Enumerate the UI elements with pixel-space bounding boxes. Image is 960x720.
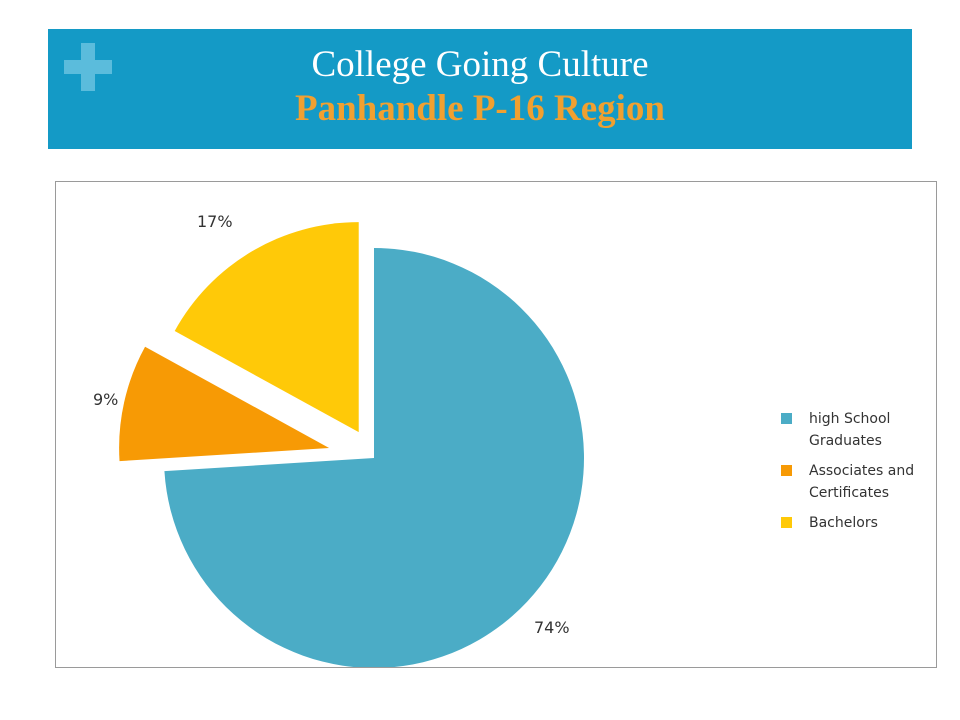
data-label-high-school: 74% — [534, 618, 570, 637]
pie-chart — [119, 222, 584, 667]
title-banner: College Going Culture Panhandle P-16 Reg… — [48, 29, 912, 149]
legend-swatch — [781, 465, 792, 476]
legend-label: Associates and Certificates — [809, 463, 915, 501]
pie-slice-high-school — [164, 248, 584, 667]
legend-swatch — [781, 517, 792, 528]
pie-slice-bachelors — [174, 222, 359, 433]
legend-label: Bachelors — [809, 515, 878, 531]
chart-area: 74% 9% 17% high School Graduates Associa… — [55, 181, 937, 668]
legend-swatch — [781, 413, 792, 424]
legend-item-bachelors: Bachelors — [781, 512, 931, 534]
legend-item-associates: Associates and Certificates — [781, 460, 931, 504]
plus-icon — [64, 43, 112, 91]
legend-item-high-school: high School Graduates — [781, 408, 931, 452]
chart-legend: high School Graduates Associates and Cer… — [781, 408, 931, 542]
page-subtitle: Panhandle P-16 Region — [294, 88, 666, 129]
page-title: College Going Culture — [311, 44, 649, 85]
data-label-associates: 9% — [93, 390, 119, 409]
data-label-bachelors: 17% — [197, 212, 233, 231]
pie-slice-associates — [119, 346, 330, 462]
legend-label: high School Graduates — [809, 411, 891, 449]
